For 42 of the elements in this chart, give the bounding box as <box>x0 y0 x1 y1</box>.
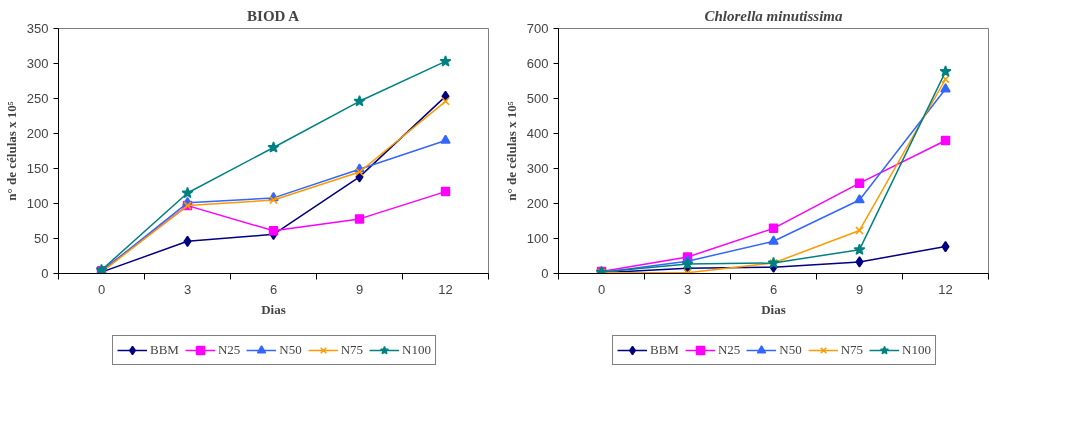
y-tick-label: 50 <box>34 231 49 246</box>
x-tick-label: 9 <box>355 281 364 297</box>
x-tick-label: 9 <box>855 281 864 297</box>
y-tick-label: 200 <box>526 196 549 211</box>
y-axis-title: n° de células x 10⁵ <box>3 101 19 201</box>
legend-label: BBM <box>650 342 679 358</box>
y-tick-label: 600 <box>526 56 549 71</box>
y-tick-label: 300 <box>26 56 49 71</box>
y-tick-label: 350 <box>26 21 49 36</box>
x-axis-title: Dias <box>761 301 786 317</box>
legend-label: N75 <box>840 342 864 358</box>
y-tick-label: 700 <box>526 21 549 36</box>
x-axis-title: Dias <box>261 301 286 317</box>
y-tick-label: 100 <box>526 231 549 246</box>
y-tick-label: 200 <box>26 126 49 141</box>
legend-label: N100 <box>402 342 431 358</box>
chart-title: BIOD A <box>247 7 300 24</box>
legend-label: N25 <box>217 342 241 358</box>
x-tick-label: 12 <box>438 281 453 297</box>
x-tick-label: 12 <box>938 281 953 297</box>
x-tick-label: 6 <box>269 281 278 297</box>
y-tick-label: 500 <box>526 91 549 106</box>
legend-label: N100 <box>902 342 931 358</box>
y-tick-label: 400 <box>526 126 549 141</box>
x-tick-label: 3 <box>683 281 692 297</box>
y-tick-label: 100 <box>26 196 49 211</box>
y-tick-label: 0 <box>41 266 49 281</box>
x-tick-label: 0 <box>97 281 106 297</box>
legend-label: N25 <box>717 342 741 358</box>
legend-label: N50 <box>279 342 302 358</box>
x-tick-label: 3 <box>183 281 192 297</box>
y-tick-label: 150 <box>26 161 49 176</box>
x-tick-label: 6 <box>769 281 778 297</box>
legend-label: BBM <box>150 342 179 358</box>
y-tick-label: 250 <box>26 91 49 106</box>
legend-label: N50 <box>779 342 802 358</box>
y-tick-label: 0 <box>541 266 549 281</box>
chart-title: Chlorella minutissima <box>704 7 843 24</box>
y-tick-label: 300 <box>526 161 549 176</box>
x-tick-label: 0 <box>597 281 606 297</box>
y-axis-title: n° de células x 10⁵ <box>503 101 519 201</box>
legend-label: N75 <box>340 342 364 358</box>
